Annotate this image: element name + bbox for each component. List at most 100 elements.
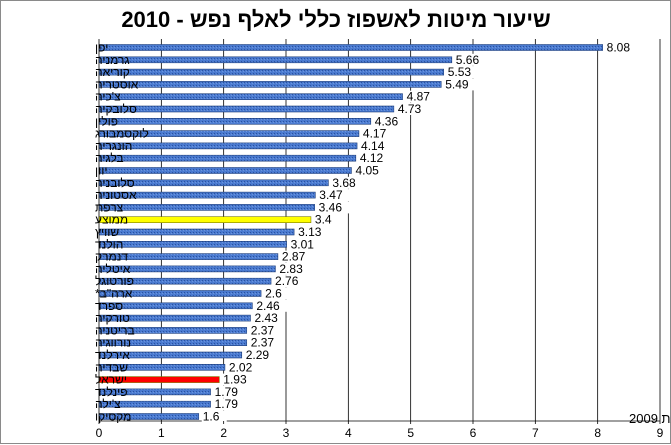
value-label-bg [405,90,438,103]
category-label: ספרד [95,299,123,313]
category-label: אסטוניה [95,188,137,202]
bar [98,154,357,162]
category-labels: יפןגרמניהקוריאהאוסטריהצ'כיהסלובקיהפוליןל… [95,41,149,424]
x-tick-label: 8 [594,426,601,440]
value-label-bg [249,336,282,349]
value-label-bg [249,324,282,337]
category-label: גרמניה [95,53,130,67]
category-label: פורטוגל [95,274,134,288]
bars [98,44,603,420]
x-tick-label: 6 [470,426,477,440]
x-tick-label: 4 [345,426,352,440]
category-label: הולנד [95,237,123,251]
value-label: 4.12 [360,151,384,165]
category-label: אוסטריה [95,77,139,91]
value-label-bg [278,262,311,275]
category-label: צ'כיה [95,90,121,104]
value-label-bg [318,189,351,202]
value-label-bg [222,373,255,386]
bar [98,216,312,223]
value-label: 2.02 [229,360,253,374]
value-label-bg [313,213,339,226]
chart-title: שיעור מיטות לאשפוז כללי לאלף נפש - 2010 [121,7,550,32]
x-tick-label: 1 [158,426,165,440]
bar [98,167,352,174]
value-label: 1.79 [215,385,239,399]
value-label-bg [354,164,387,177]
category-label: יפן [95,41,108,55]
value-label: 3.46 [319,200,343,214]
bar [98,118,372,125]
value-label: 4.73 [398,102,422,116]
value-label-bg [360,139,393,152]
value-label: 2.6 [265,287,282,301]
bar [98,68,445,76]
value-label: 1.79 [215,397,239,411]
value-label: 2.76 [275,274,299,288]
value-label: 2.87 [282,250,306,264]
category-label: לוקסמבורג [95,127,149,141]
category-label: ארה"ב* [95,287,133,301]
category-label: סלובניה [95,176,135,190]
category-label: איטליה [95,262,131,276]
value-label: 3.4 [315,213,332,227]
x-tick-label: 5 [407,426,414,440]
bar [98,228,295,236]
value-label-bg [253,312,286,325]
value-label: 5.49 [445,77,469,91]
value-label: 3.13 [298,225,322,239]
value-label: 2.29 [246,348,270,362]
value-label-bg [361,127,394,140]
value-label-bg [280,250,313,263]
category-label: הונגריה [95,139,132,153]
gridlines [99,39,661,422]
bar [98,56,453,64]
category-label: נורווגיה [95,336,131,350]
value-label: 1.93 [223,373,247,387]
value-label: 4.14 [361,139,385,153]
value-label-bg [297,226,330,238]
x-tick-label: 2 [220,426,227,440]
value-label-bg [444,78,477,91]
value-label-bg [396,103,429,115]
value-label-bg [331,176,364,189]
x-tick-label: 3 [283,426,290,440]
value-label: 3.47 [319,188,343,202]
value-label-bg [201,410,227,423]
bar [98,93,403,100]
category-label: פולין [95,114,118,128]
value-label: 3.01 [291,237,315,251]
bar [98,241,287,248]
value-label: 4.36 [375,114,399,128]
value-label-bg [358,152,391,165]
bar [98,204,315,211]
value-label: 5.53 [448,65,472,79]
footnote: * נתוני שנת 2009 [629,411,671,426]
bar [98,44,603,51]
x-tick-label: 7 [532,426,539,440]
value-label-bg [227,361,260,374]
value-label-bg [255,299,288,312]
category-label: שוויץ [95,225,119,239]
x-tick-label: 9 [657,426,664,440]
bar [98,105,395,113]
value-label: 3.68 [332,176,356,190]
category-label: פינלנד [95,385,128,399]
value-label-bg [213,398,246,411]
category-label: צרפת [95,200,124,214]
value-label-bg [264,287,290,300]
value-labels: 8.08 5.665.535.49 4.874.734.364.174.144.12… [201,41,638,424]
value-label-bg [446,66,479,79]
value-label: 1.6 [203,410,220,424]
category-label: ממוצע [95,213,128,227]
category-label: יוון [95,164,107,178]
value-label: 5.66 [456,53,480,67]
value-label-bg [274,275,307,288]
category-label: שבדיה [95,360,128,374]
value-label-bg [317,201,350,214]
bar [98,81,442,88]
value-label: 2.37 [251,336,275,350]
value-label: 4.05 [355,164,379,178]
